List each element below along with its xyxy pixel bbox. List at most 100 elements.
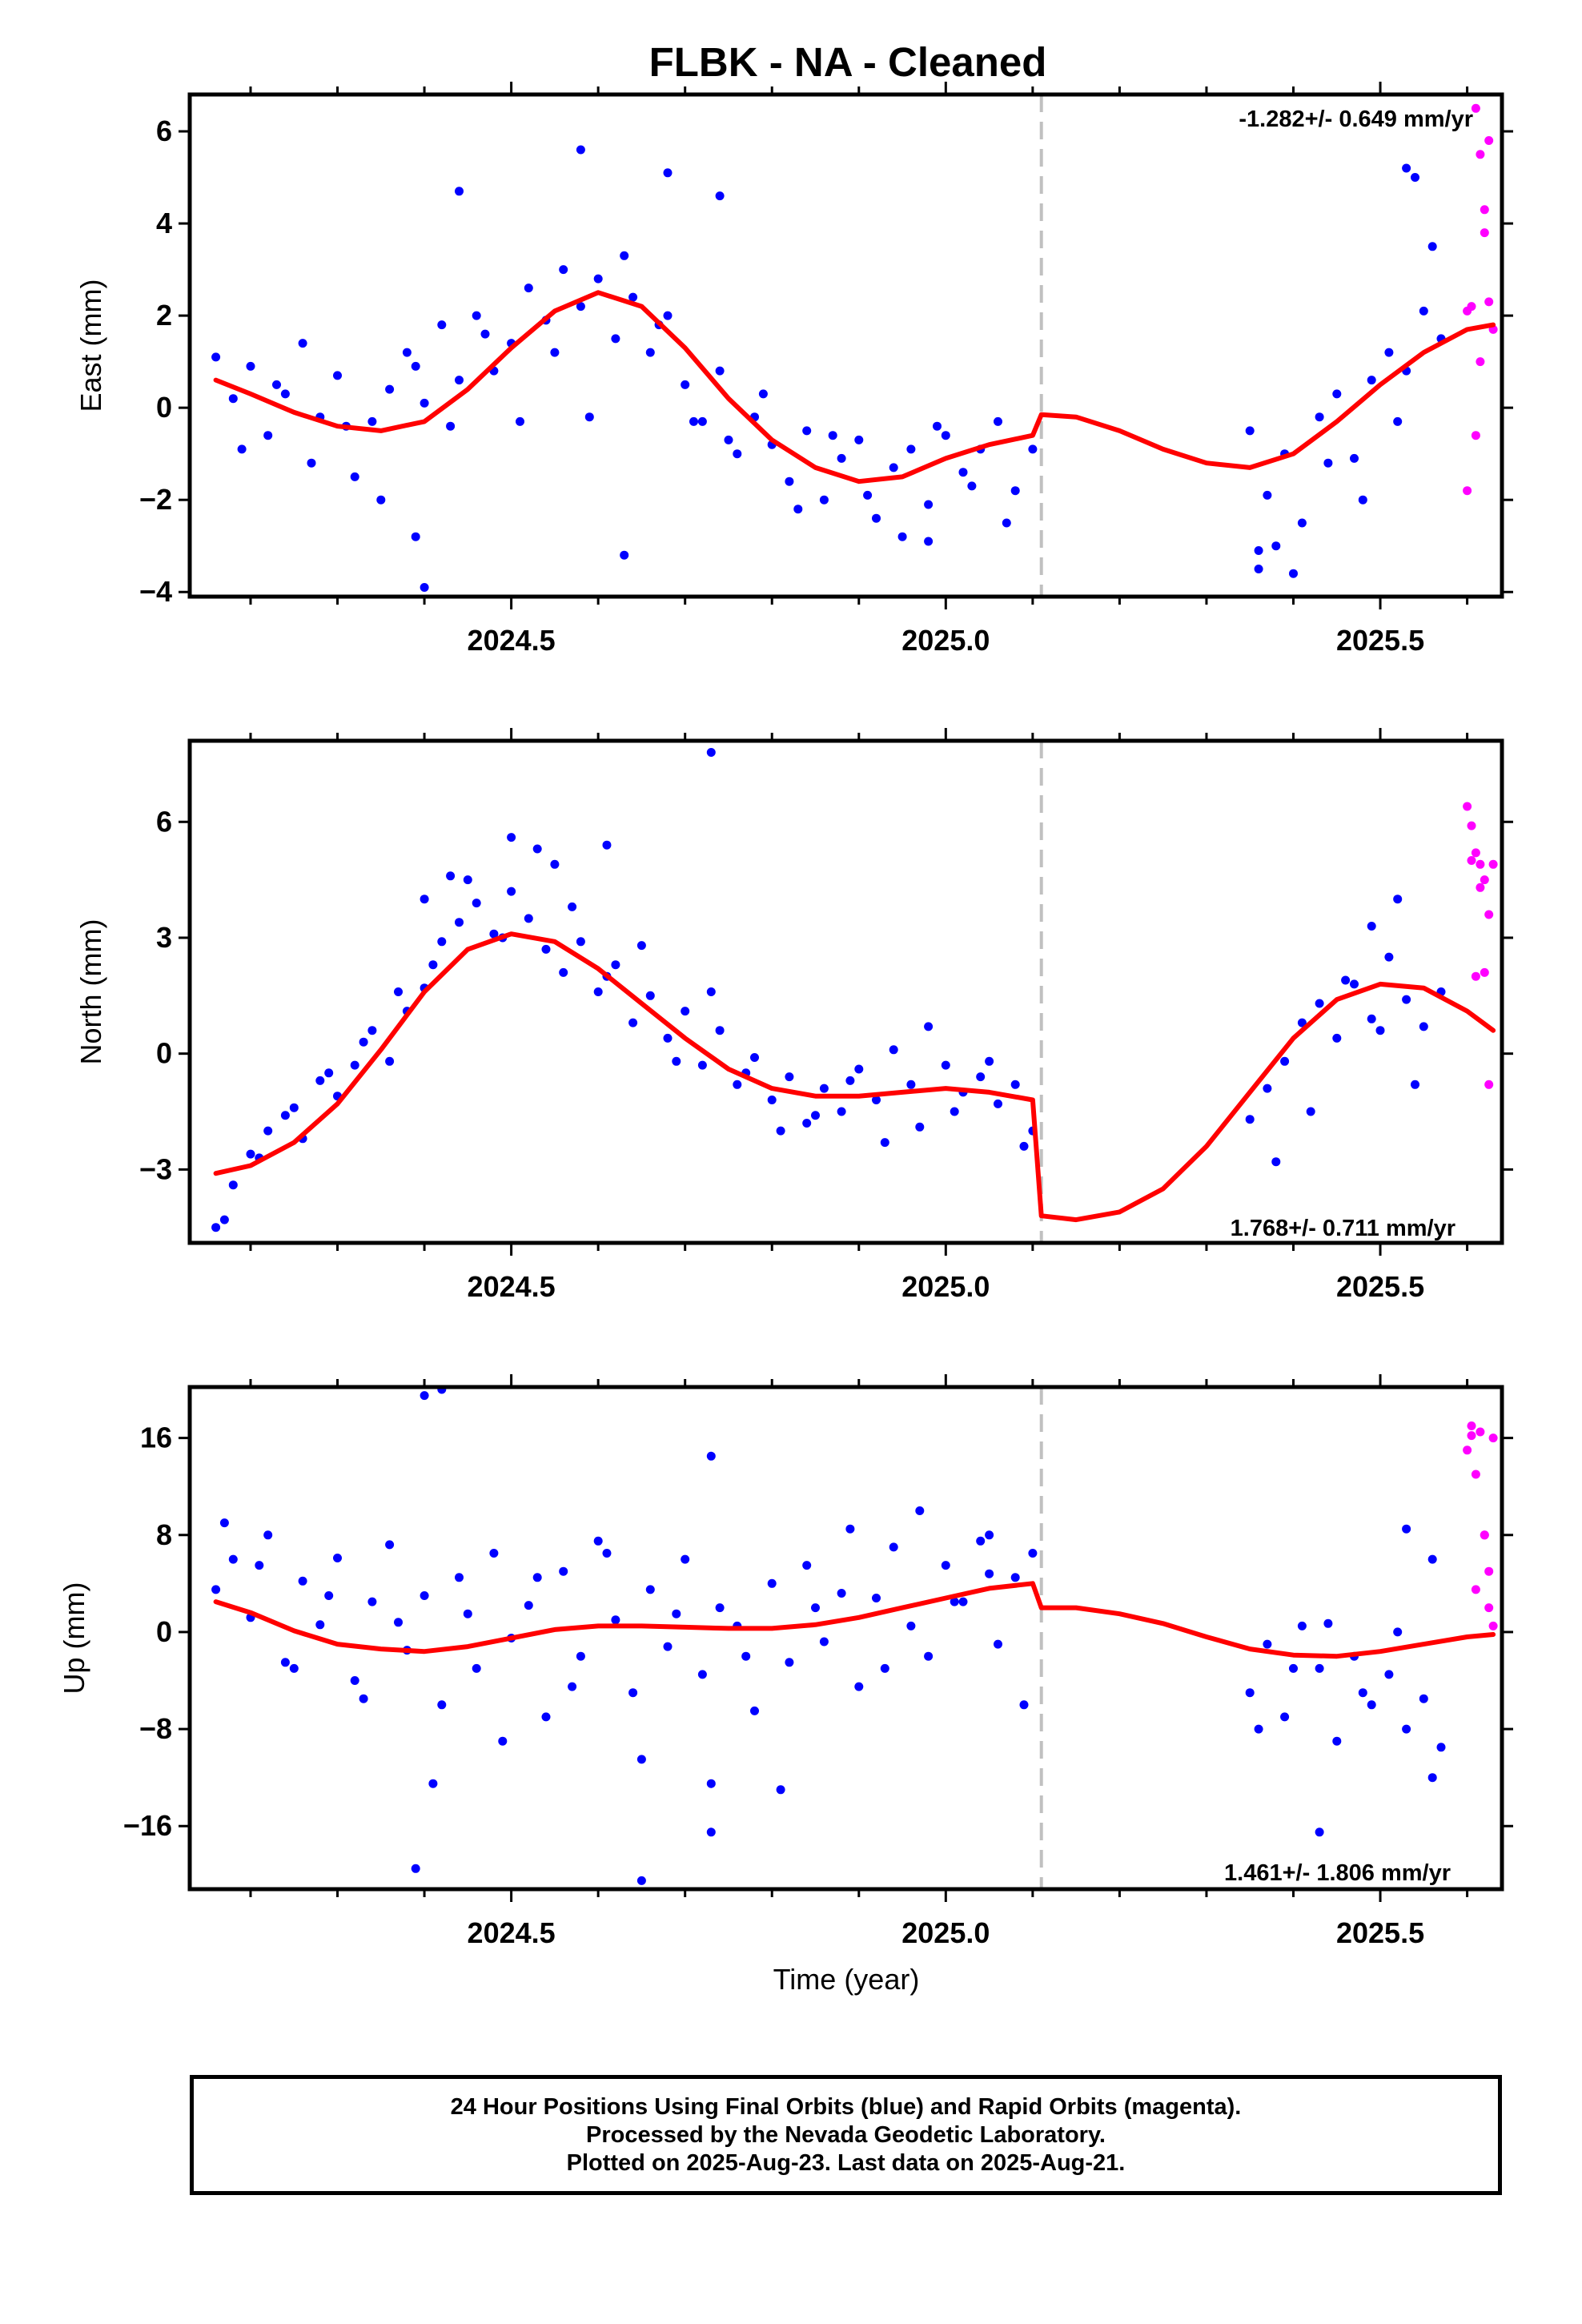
- up-final-orbit-point: [1367, 1700, 1376, 1710]
- east-final-orbit-point: [819, 495, 829, 505]
- north-final-orbit-point: [593, 987, 603, 996]
- north-final-orbit-point: [1280, 1056, 1290, 1066]
- north-final-orbit-point: [872, 1096, 881, 1104]
- up-final-orbit-point: [941, 1561, 950, 1570]
- up-rate-label: 1.461+/- 1.806 mm/yr: [1224, 1860, 1451, 1886]
- east-final-orbit-point: [584, 412, 594, 422]
- up-rapid-orbit-point: [1476, 1427, 1485, 1437]
- north-final-orbit-point: [636, 941, 646, 951]
- east-final-orbit-point: [1245, 426, 1255, 436]
- north-final-orbit-point: [767, 1096, 777, 1104]
- north-final-orbit-point: [750, 1053, 759, 1062]
- east-x-tick-label: 2025.5: [1336, 624, 1424, 657]
- north-final-orbit-point: [367, 1026, 377, 1035]
- north-rapid-orbit-point: [1476, 859, 1485, 869]
- east-rapid-orbit-point: [1471, 103, 1480, 113]
- north-rapid-orbit-point: [1484, 1080, 1494, 1089]
- east-final-orbit-point: [385, 384, 395, 394]
- up-final-orbit-point: [697, 1670, 707, 1679]
- up-final-orbit-point: [985, 1569, 994, 1578]
- up-final-orbit-point: [611, 1615, 620, 1625]
- north-final-orbit-point: [628, 1018, 638, 1027]
- up-final-orbit-point: [1419, 1694, 1428, 1703]
- up-y-tick-label: −8: [139, 1712, 172, 1745]
- up-final-orbit-point: [420, 1591, 429, 1600]
- east-final-orbit-point: [1419, 306, 1428, 316]
- up-final-orbit-point: [437, 1700, 447, 1710]
- up-final-orbit-point: [1245, 1688, 1255, 1698]
- north-final-orbit-point: [733, 1080, 742, 1089]
- up-final-orbit-point: [420, 1391, 429, 1401]
- east-final-orbit-point: [516, 416, 524, 426]
- up-final-orbit-point: [636, 1876, 646, 1885]
- up-final-orbit-point: [837, 1589, 846, 1598]
- east-final-orbit-point: [298, 339, 307, 348]
- east-final-orbit-point: [1350, 453, 1359, 463]
- up-final-orbit-point: [1280, 1712, 1290, 1722]
- north-final-orbit-point: [507, 833, 516, 842]
- up-final-orbit-point: [428, 1779, 438, 1788]
- north-final-orbit-point: [228, 1180, 238, 1190]
- north-plot-frame: [187, 738, 1504, 1245]
- east-final-orbit-point: [1411, 173, 1419, 182]
- north-final-orbit-point: [428, 960, 438, 970]
- up-y-tick-label: 8: [156, 1518, 172, 1551]
- up-y-axis-label: Up (mm): [58, 1582, 90, 1695]
- north-final-orbit-point: [550, 859, 560, 869]
- up-final-orbit-point: [1254, 1724, 1263, 1734]
- east-plot-frame: [187, 92, 1504, 599]
- east-rate-label: -1.282+/- 0.649 mm/yr: [1239, 107, 1473, 132]
- north-rate-label: 1.768+/- 0.711 mm/yr: [1231, 1216, 1456, 1241]
- east-final-orbit-point: [1010, 486, 1020, 496]
- east-final-orbit-point: [272, 380, 281, 389]
- north-final-orbit-point: [854, 1064, 864, 1074]
- east-rapid-orbit-point: [1463, 306, 1472, 316]
- east-final-orbit-point: [228, 394, 238, 404]
- east-final-orbit-point: [872, 513, 881, 523]
- up-final-orbit-point: [568, 1682, 577, 1691]
- east-rapid-orbit-point: [1484, 297, 1494, 307]
- north-rapid-orbit-point: [1488, 859, 1498, 869]
- up-final-orbit-point: [263, 1530, 273, 1540]
- north-final-orbit-point: [507, 887, 516, 896]
- north-final-orbit-point: [541, 944, 551, 954]
- east-final-orbit-point: [1384, 348, 1394, 357]
- up-final-orbit-point: [1393, 1627, 1403, 1637]
- east-final-orbit-point: [593, 274, 603, 283]
- east-final-orbit-point: [472, 311, 481, 320]
- up-final-orbit-point: [333, 1554, 342, 1562]
- up-final-orbit-point: [541, 1712, 551, 1722]
- footer-line-1: 24 Hour Positions Using Final Orbits (bl…: [450, 2093, 1242, 2120]
- north-final-orbit-point: [1402, 995, 1411, 1004]
- north-rapid-orbit-point: [1484, 910, 1494, 919]
- up-rapid-orbit-point: [1484, 1566, 1494, 1576]
- up-final-orbit-point: [1358, 1688, 1367, 1698]
- up-model-line: [213, 1581, 1496, 1659]
- east-final-orbit-point: [437, 320, 447, 330]
- east-final-orbit-point: [1427, 242, 1437, 251]
- up-final-orbit-point: [463, 1609, 472, 1618]
- north-final-orbit-point: [211, 1223, 221, 1232]
- up-final-orbit-point: [924, 1651, 934, 1661]
- east-final-orbit-point: [681, 380, 690, 389]
- east-final-orbit-point: [994, 416, 1002, 426]
- north-y-tick-label: 3: [156, 921, 172, 954]
- north-rapid-orbit-point: [1467, 856, 1476, 865]
- north-final-orbit-point: [1297, 1018, 1307, 1027]
- up-final-orbit-point: [228, 1554, 238, 1564]
- up-final-orbit-point: [819, 1637, 829, 1647]
- up-final-orbit-point: [906, 1621, 916, 1630]
- east-final-orbit-point: [1393, 416, 1403, 426]
- north-final-orbit-point: [602, 840, 612, 850]
- up-final-orbit-point: [636, 1755, 646, 1764]
- north-rapid-orbit-point: [1480, 967, 1489, 977]
- north-final-orbit-point: [1010, 1080, 1020, 1089]
- up-final-orbit-point: [532, 1573, 542, 1582]
- east-final-orbit-point: [307, 458, 316, 468]
- north-final-orbit-point: [1350, 979, 1359, 989]
- north-final-orbit-point: [385, 1056, 395, 1066]
- east-final-orbit-point: [620, 251, 629, 260]
- up-x-tick-label: 2025.0: [901, 1916, 990, 1949]
- north-final-orbit-point: [906, 1080, 916, 1089]
- north-final-orbit-point: [1245, 1115, 1255, 1124]
